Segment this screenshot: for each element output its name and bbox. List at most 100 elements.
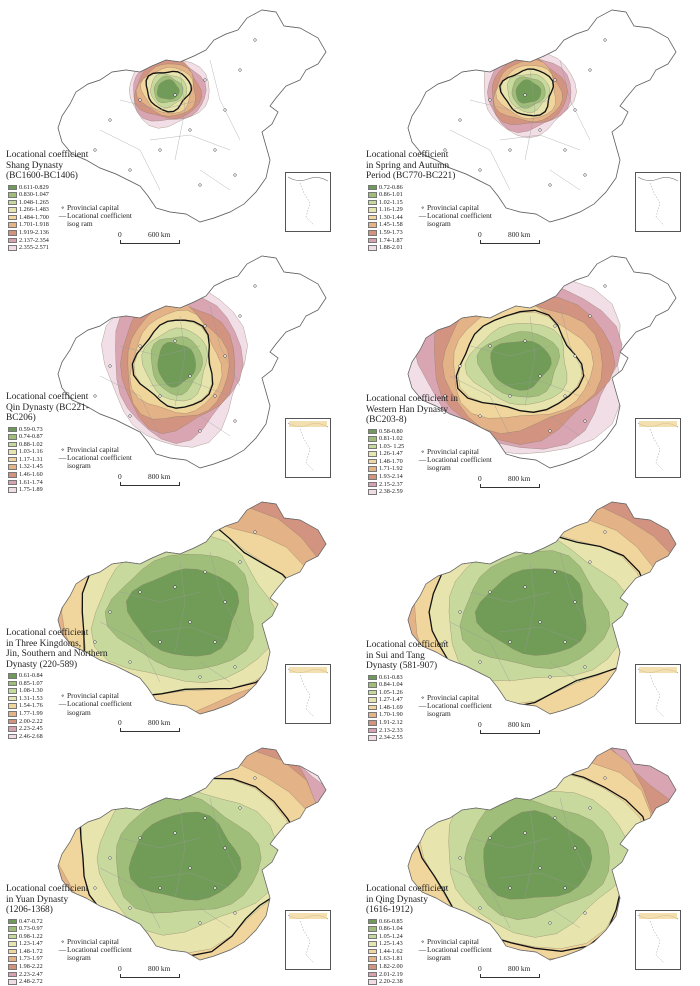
provincial-capital-marker — [223, 846, 227, 850]
legend-item: 0.85-1.07 — [8, 680, 43, 688]
legend-item: 0.61-0.83 — [368, 674, 403, 682]
china-map — [407, 9, 677, 223]
provincial-capital-marker — [223, 108, 227, 112]
legend-swatch — [8, 199, 17, 206]
map-title-line: Locational coefficient — [6, 628, 89, 638]
province-boundary — [119, 837, 201, 849]
legend-item: 2.23-2.47 — [8, 971, 43, 979]
provincial-capital-marker — [188, 128, 192, 132]
legend: 0.611-0.829 0.830-1.047 1.048-1.265 1.266-1… — [8, 184, 49, 252]
provincial-capital-marker — [188, 374, 192, 378]
legend-swatch — [8, 456, 17, 463]
legend-item: 1.484-1.700 — [8, 214, 49, 222]
provincial-capital-marker — [523, 831, 527, 835]
map-title: Locational coefficient in Western Han Dyn… — [366, 394, 458, 426]
provincial-capital-marker — [548, 183, 552, 187]
isogram-symbol-icon: — — [58, 452, 67, 462]
legend-swatch — [368, 964, 377, 970]
scale-bar-line — [120, 481, 180, 486]
isogram-zone — [128, 811, 242, 901]
map-title-line: (BC1600-BC1406) — [6, 171, 78, 181]
provincial-capital-marker — [443, 394, 447, 398]
map-panel-shang: Locational coefficient Shang Dynasty (BC16… — [0, 0, 350, 251]
provincial-capital-marker — [198, 921, 202, 925]
provincial-capital-marker — [188, 620, 192, 624]
legend-item: 1.23-1.47 — [8, 940, 43, 948]
legend-label: 0.88-1.02 — [19, 440, 43, 448]
legend-label: 1.17-1.31 — [19, 455, 43, 463]
legend: 0.72-0.86 0.86-1.01 1.02-1.15 1.16-1.29 1.30… — [368, 184, 403, 252]
legend-item: 2.46-2.68 — [8, 733, 43, 741]
legend-item: 0.61-0.84 — [8, 672, 43, 680]
scale-bar-line — [480, 239, 540, 244]
legend-item: 0.88-1.02 — [8, 441, 43, 449]
legend-item: 2.15-2.37 — [368, 481, 404, 489]
provincial-capital-marker — [563, 148, 567, 152]
provincial-capital-marker — [93, 640, 97, 644]
provincial-capital-marker — [238, 314, 242, 318]
province-boundary — [524, 561, 536, 653]
map-title: Locational coefficient in Yuan Dynasty (12… — [6, 884, 88, 916]
legend-item: 1.08-1.30 — [8, 687, 43, 695]
scale-bar-line — [480, 973, 540, 978]
legend-label: 1.48-1.72 — [19, 947, 43, 955]
provincial-capital-marker — [213, 640, 217, 644]
isogram-note-label: Locational coefficient isogram — [427, 701, 492, 719]
legend-item: 0.47-0.72 — [8, 918, 43, 926]
provincial-capital-marker — [128, 414, 132, 418]
capital-note-label: Provincial capital — [67, 444, 119, 454]
province-boundary — [174, 315, 186, 407]
legend-swatch — [368, 689, 377, 696]
legend-item: 1.74-1.87 — [368, 237, 403, 245]
legend-item: 1.048-1.265 — [8, 199, 49, 207]
china-map — [57, 255, 327, 469]
provincial-capital-marker — [603, 38, 607, 42]
provincial-capital-marker — [548, 429, 552, 433]
legend-label: 1.48-1.70 — [379, 457, 403, 465]
provincial-capital-marker — [173, 585, 177, 589]
south-china-sea-inset — [635, 910, 681, 970]
province-boundary — [449, 867, 511, 929]
legend-swatch — [8, 695, 17, 702]
legend-item: 1.77-1.99 — [8, 710, 43, 718]
isogram-note-line: isogram — [427, 219, 451, 229]
capital-note: ∘ Provincial capital — [58, 691, 132, 700]
scale-zero: 0 — [118, 963, 122, 973]
provincial-capital-marker — [588, 68, 592, 72]
legend-swatch — [368, 474, 377, 480]
province-boundary — [174, 807, 186, 899]
map-title-line: Locational coefficient — [366, 640, 449, 650]
legend-label: 2.34-2.55 — [379, 734, 403, 742]
province-boundary — [559, 305, 591, 387]
scale-bar: 0 800 km — [118, 472, 188, 488]
legend-swatch — [8, 472, 17, 478]
legend-item: 0.58-0.80 — [368, 428, 404, 436]
province-boundary — [119, 99, 201, 111]
south-china-sea-inset — [285, 664, 331, 724]
provincial-capital-marker — [108, 364, 112, 368]
map-title-line: Shang Dynasty — [6, 160, 64, 171]
isogram-symbol-icon: — — [418, 454, 427, 464]
legend-label: 0.61-0.83 — [379, 673, 403, 681]
legend-label: 2.137-2.354 — [19, 236, 49, 244]
province-boundary — [549, 415, 581, 437]
legend-swatch — [8, 956, 17, 963]
capital-symbol-icon: ∘ — [60, 936, 65, 946]
legend: 0.61-0.83 0.84-1.04 1.05-1.26 1.27-1.47 1.48… — [368, 674, 403, 742]
provincial-capital-marker — [213, 394, 217, 398]
legend-item: 2.13-2.33 — [368, 727, 403, 735]
legend-label: 1.266-1.483 — [19, 206, 49, 214]
capital-symbol-icon: ∘ — [420, 692, 425, 702]
map-title-line: in Three Kingdoms, — [6, 638, 82, 649]
legend-swatch — [8, 237, 17, 244]
legend-label: 0.66-0.85 — [379, 917, 403, 925]
legend-swatch — [368, 230, 377, 236]
isogram-line-1 — [81, 512, 303, 698]
provincial-capital-marker — [553, 324, 557, 328]
scale-zero: 0 — [118, 471, 122, 481]
legend-swatch — [8, 434, 17, 440]
legend-item: 1.05-1.26 — [368, 689, 403, 697]
isogram-note: — Locational coefficient isogram — [58, 699, 132, 717]
province-boundary — [149, 134, 231, 151]
legend-label: 0.86-1.01 — [379, 191, 403, 199]
